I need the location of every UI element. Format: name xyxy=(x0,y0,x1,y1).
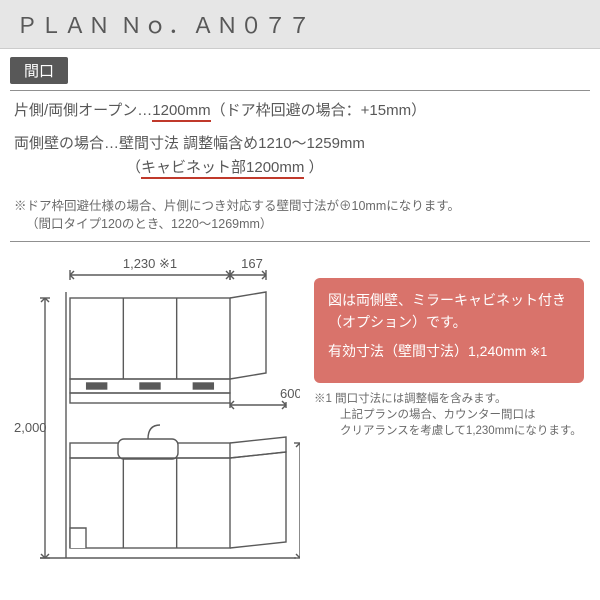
callout-p2: 有効寸法（壁間寸法）1,240mm ※1 xyxy=(328,341,570,363)
svg-text:1,230 ※1: 1,230 ※1 xyxy=(123,256,177,271)
svg-text:167: 167 xyxy=(241,256,263,271)
note-l2: （間口タイプ120のとき、1220～1269mm） xyxy=(14,215,586,233)
callout-p2-value: 1,240mm xyxy=(468,343,526,359)
spec-line-2: 両側壁の場合…壁間寸法 調整幅含め1210～1259mm （キャビネット部120… xyxy=(14,132,586,179)
spec1-suffix: （ドア枠回避の場合：+15mm） xyxy=(211,102,426,119)
section-label-maguchi: 間口 xyxy=(10,57,68,84)
callout-p2-prefix: 有効寸法（壁間寸法） xyxy=(328,343,468,359)
svg-text:600: 600 xyxy=(280,386,300,401)
callout-p1: 図は両側壁、ミラーキャビネット付き（オプション）です。 xyxy=(328,290,570,333)
right-column: 図は両側壁、ミラーキャビネット付き（オプション）です。 有効寸法（壁間寸法）1,… xyxy=(314,248,584,439)
note-lines: ※ドア枠回避仕様の場合、片側につき対応する壁間寸法が⊕10mmになります。 （間… xyxy=(0,195,600,241)
spec-block: 片側/両側オープン…1200mm（ドア枠回避の場合：+15mm） 両側壁の場合…… xyxy=(0,91,600,195)
callout-p2-suffix: ※1 xyxy=(526,345,547,359)
svg-text:2,000: 2,000 xyxy=(14,420,47,435)
spec2-sub-suffix: ） xyxy=(304,159,323,176)
page-title: ＰＬＡＮ Ｎｏ．ＡＮ０７７ xyxy=(16,8,584,40)
cabinet-diagram: 1,230 ※11676002,000797 xyxy=(10,248,300,568)
spec2-sub-value: キャビネット部1200mm xyxy=(141,159,304,179)
spec2-sub-prefix: （ xyxy=(126,159,141,176)
foot-l1: ※1 間口寸法には調整幅を含みます。 xyxy=(314,391,582,407)
lower-region: 1,230 ※11676002,000797 図は両側壁、ミラーキャビネット付き… xyxy=(0,242,600,568)
note-l1: ※ドア枠回避仕様の場合、片側につき対応する壁間寸法が⊕10mmになります。 xyxy=(14,197,586,215)
header-bar: ＰＬＡＮ Ｎｏ．ＡＮ０７７ xyxy=(0,0,600,49)
foot-note: ※1 間口寸法には調整幅を含みます。 上記プランの場合、カウンター間口は クリア… xyxy=(314,383,584,439)
spec2-prefix: 両側壁の場合…壁間寸法 調整幅含め1210～1259mm xyxy=(14,135,365,152)
foot-l2: 上記プランの場合、カウンター間口は xyxy=(314,407,582,423)
spec1-value: 1200mm xyxy=(152,102,210,122)
spec1-prefix: 片側/両側オープン… xyxy=(14,102,152,119)
foot-l3: クリアランスを考慮して1,230mmになります。 xyxy=(314,423,582,439)
callout-box: 図は両側壁、ミラーキャビネット付き（オプション）です。 有効寸法（壁間寸法）1,… xyxy=(314,278,584,383)
spec-line-1: 片側/両側オープン…1200mm（ドア枠回避の場合：+15mm） xyxy=(14,99,586,122)
